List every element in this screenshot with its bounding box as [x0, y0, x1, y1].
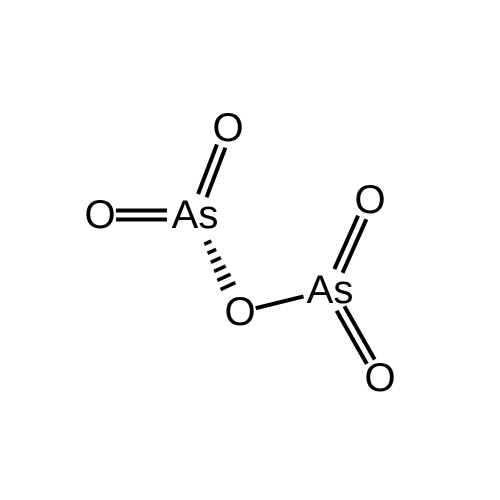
atom-O1: O	[84, 195, 115, 235]
atom-O5: O	[364, 358, 395, 398]
bond-layer	[0, 0, 500, 500]
molecule-diagram: O As O O As O O	[0, 0, 500, 500]
atom-As1: As	[172, 195, 219, 235]
atom-O4: O	[354, 180, 385, 220]
atom-O2: O	[212, 108, 243, 148]
atom-As2: As	[307, 270, 354, 310]
atom-O3: O	[224, 292, 255, 332]
